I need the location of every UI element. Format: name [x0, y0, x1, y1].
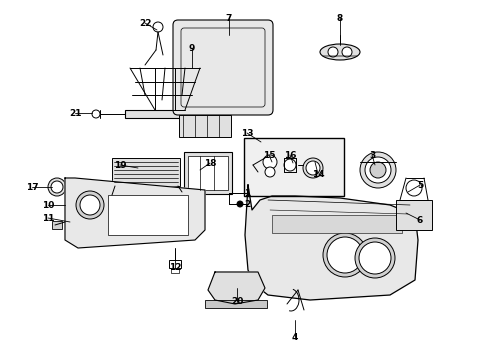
Circle shape	[326, 237, 362, 273]
Text: 14: 14	[311, 170, 324, 179]
Bar	[183, 152, 231, 194]
Text: 16: 16	[283, 150, 296, 159]
Circle shape	[354, 238, 394, 278]
Bar	[244, 138, 343, 196]
Text: 7: 7	[225, 14, 232, 23]
Bar	[125, 110, 203, 118]
FancyBboxPatch shape	[173, 20, 272, 115]
Bar	[204, 300, 266, 308]
Text: 20: 20	[230, 297, 243, 306]
Circle shape	[359, 152, 395, 188]
Text: 8: 8	[336, 14, 343, 23]
Text: 5: 5	[416, 180, 422, 189]
Text: 4: 4	[291, 333, 298, 342]
Circle shape	[305, 161, 319, 175]
Text: 3: 3	[368, 150, 374, 159]
Circle shape	[369, 162, 385, 178]
Text: 9: 9	[188, 44, 195, 53]
FancyBboxPatch shape	[181, 28, 264, 107]
Circle shape	[237, 201, 243, 207]
Circle shape	[80, 195, 100, 215]
Polygon shape	[244, 185, 417, 300]
Bar	[271, 215, 401, 233]
Circle shape	[264, 167, 274, 177]
Circle shape	[341, 47, 351, 57]
Bar	[52, 221, 62, 229]
Text: 15: 15	[262, 150, 275, 159]
Text: 10: 10	[42, 201, 54, 210]
Bar	[171, 268, 179, 273]
Text: 18: 18	[203, 158, 216, 167]
Text: 22: 22	[139, 18, 151, 27]
Bar	[112, 158, 180, 186]
Text: 1: 1	[244, 189, 250, 198]
Circle shape	[327, 47, 337, 57]
Bar	[108, 195, 187, 235]
Ellipse shape	[319, 44, 359, 60]
Circle shape	[51, 181, 63, 193]
Circle shape	[303, 158, 323, 178]
Text: 19: 19	[113, 161, 126, 170]
Circle shape	[284, 159, 295, 171]
Circle shape	[405, 180, 421, 196]
Circle shape	[76, 191, 104, 219]
Circle shape	[323, 233, 366, 277]
Bar	[179, 115, 230, 137]
Circle shape	[263, 155, 276, 169]
Circle shape	[364, 157, 390, 183]
Circle shape	[48, 178, 66, 196]
Text: 6: 6	[416, 216, 422, 225]
Bar	[395, 200, 431, 230]
Text: 2: 2	[244, 199, 250, 208]
Bar	[169, 260, 181, 268]
Text: 21: 21	[69, 108, 81, 117]
Polygon shape	[65, 178, 204, 248]
Polygon shape	[207, 272, 264, 304]
Text: 12: 12	[168, 264, 181, 273]
Circle shape	[358, 242, 390, 274]
Text: 17: 17	[26, 183, 38, 192]
Text: 13: 13	[240, 129, 253, 138]
Text: 11: 11	[41, 213, 54, 222]
Bar	[187, 156, 227, 190]
